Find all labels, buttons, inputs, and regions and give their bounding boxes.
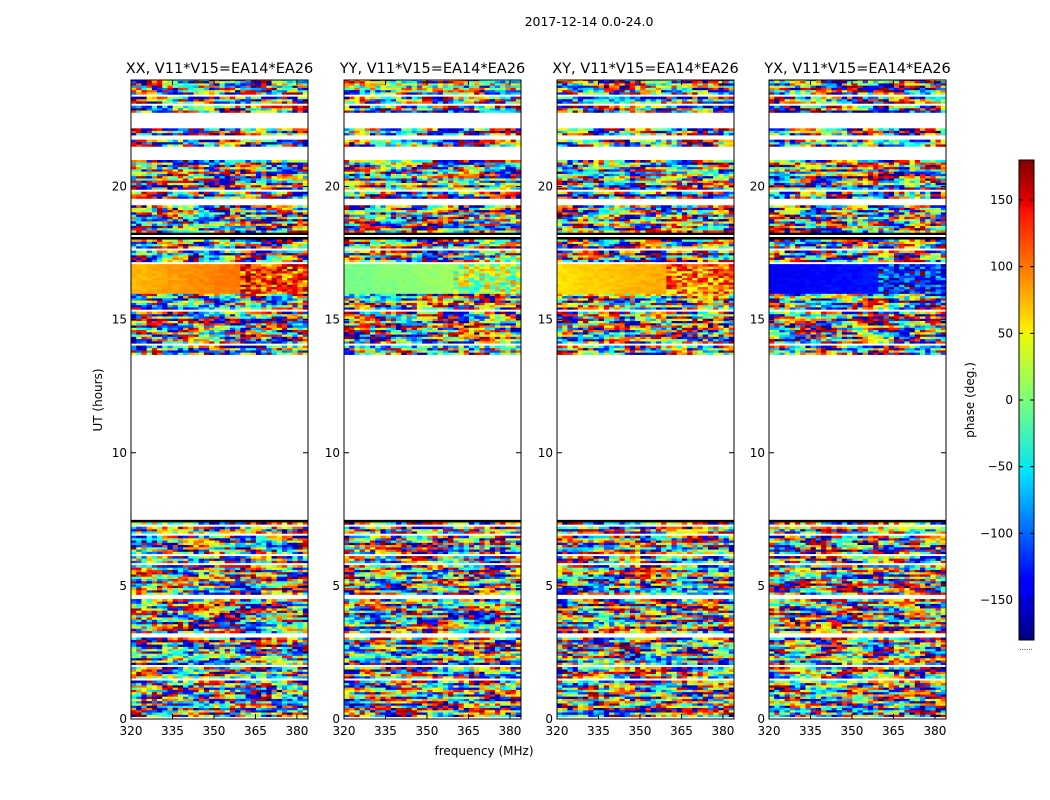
y-tick-label: 0 [119,712,127,726]
panel-4: YX, V11*V15=EA14*EA26 320 335 350 365 380 0 5 10… [750,61,951,738]
panel-title: XY, V11*V15=EA14*EA26 [552,61,738,77]
colorbar-tick-label: −50 [988,460,1013,474]
phase-image [344,80,521,718]
panel-frame [768,79,947,720]
panel-title: XX, V11*V15=EA14*EA26 [126,61,314,77]
phase-image [557,80,734,718]
x-tick-label: 380 [711,724,734,738]
y-tick-label: 15 [325,313,340,327]
x-tick-label: 335 [374,724,397,738]
y-tick-label: 15 [538,313,553,327]
y-tick-label: 0 [332,712,340,726]
y-tick-label: 0 [545,712,553,726]
x-tick-label: 320 [546,724,569,738]
x-tick-label: 335 [587,724,610,738]
y-tick-label: 10 [750,446,765,460]
y-tick-label: 10 [112,446,127,460]
y-tick-label: 5 [119,579,127,593]
x-tick-label: 350 [203,724,226,738]
x-tick-label: 350 [629,724,652,738]
colorbar-label: phase (deg.) [963,362,977,438]
y-tick-label: 5 [545,579,553,593]
y-tick-label: 10 [538,446,553,460]
panel-1: XX, V11*V15=EA14*EA26 320 335 350 365 380 0 5 10… [112,61,314,738]
colorbar-tick-label: −100 [980,526,1013,540]
colorbar-tick-label: 50 [998,326,1013,340]
panel-3: XY, V11*V15=EA14*EA26 320 335 350 365 380 0 5 10… [538,61,739,738]
colorbar-ticks: 150 100 50 0 −50 −100 −150 [980,193,1034,607]
panel-2: YY, V11*V15=EA14*EA26 320 335 350 365 380 0 5 10… [325,61,525,738]
x-tick-label: 380 [923,724,946,738]
colorbar-tick-label: −150 [980,593,1013,607]
x-tick-label: 320 [120,724,143,738]
y-tick-label: 10 [325,446,340,460]
panel-frame [343,79,522,720]
y-tick-label: 15 [112,313,127,327]
panel-frame [556,79,735,720]
panel-frame [130,79,309,720]
x-tick-label: 365 [670,724,693,738]
x-tick-label: 365 [457,724,480,738]
y-tick-label: 5 [332,579,340,593]
x-tick-label: 380 [498,724,521,738]
colorbar-footnote: ...... [1019,644,1032,652]
y-tick-label: 0 [757,712,765,726]
y-tick-label: 15 [750,313,765,327]
panels: XX, V11*V15=EA14*EA26 320 335 350 365 380 0 5 10… [112,61,951,738]
x-tick-label: 365 [882,724,905,738]
panel-title: YX, V11*V15=EA14*EA26 [763,61,950,77]
y-tick-label: 5 [757,579,765,593]
y-tick-label: 20 [325,180,340,194]
colorbar-tick-label: 100 [990,260,1013,274]
colorbar-tick-label: 0 [1005,393,1013,407]
x-tick-label: 320 [758,724,781,738]
panel-title: YY, V11*V15=EA14*EA26 [339,61,525,77]
phase-image [769,80,946,718]
y-tick-label: 20 [538,180,553,194]
colorbar-tick-label: 150 [990,193,1013,207]
x-tick-label: 335 [161,724,184,738]
x-tick-label: 365 [244,724,267,738]
y-tick-label: 20 [112,180,127,194]
x-tick-label: 350 [841,724,864,738]
x-tick-label: 350 [416,724,439,738]
x-axis-label: frequency (MHz) [434,744,533,758]
colorbar: 150 100 50 0 −50 −100 −150 phase (deg.) ...... [963,159,1035,652]
y-tick-label: 20 [750,180,765,194]
x-tick-label: 320 [333,724,356,738]
figure-suptitle: 2017-12-14 0.0-24.0 [525,14,654,29]
y-axis-label: UT (hours) [91,368,105,431]
x-tick-label: 380 [285,724,308,738]
phase-image [131,80,308,718]
x-tick-label: 335 [799,724,822,738]
